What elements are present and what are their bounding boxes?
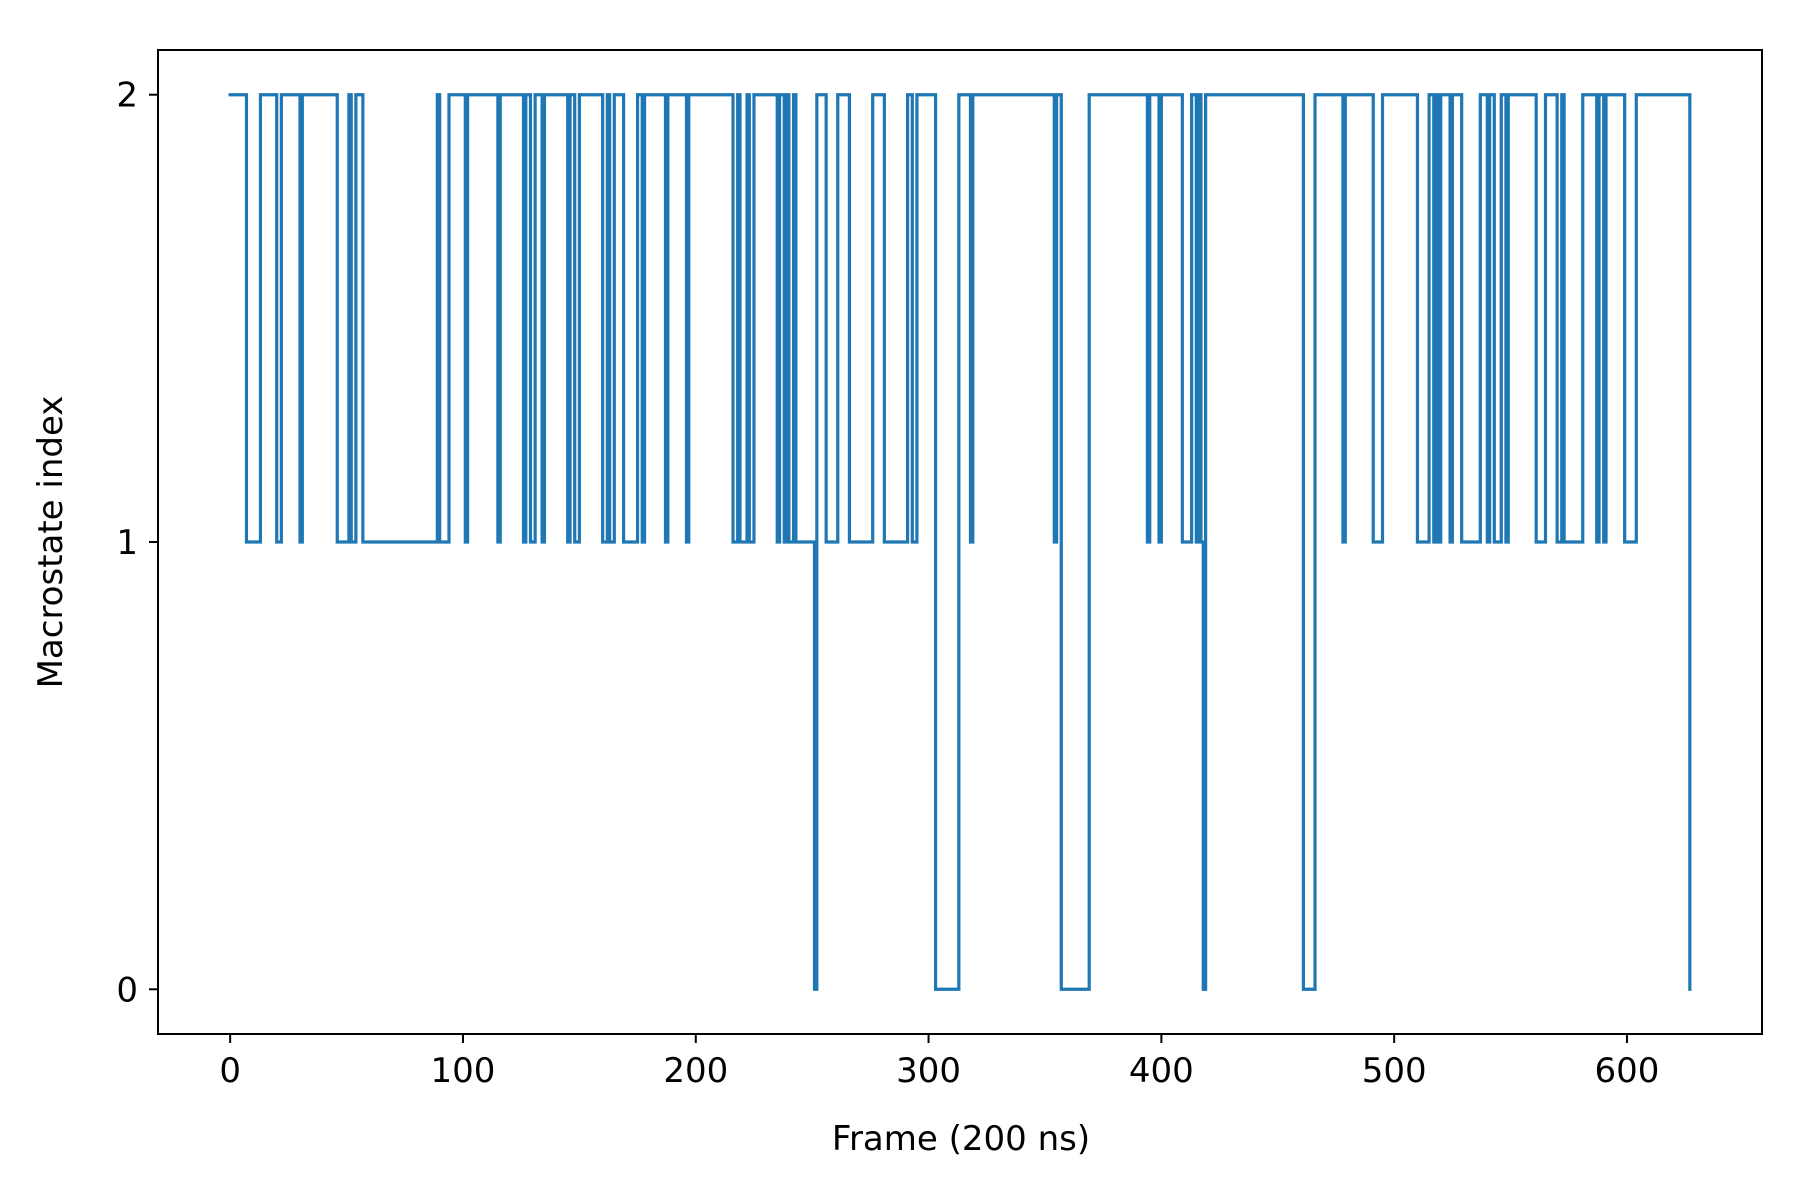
x-axis-label: Frame (200 ns) [832,1119,1090,1159]
axes: 0 100 200 300 400 500 600 0 1 2 [116,49,1763,1091]
y-axis-label: Macrostate index [31,396,71,689]
x-tick-label: 400 [1129,1051,1194,1091]
x-tick-label: 100 [431,1051,496,1091]
y-tick-label: 1 [116,523,138,563]
series-line-0 [228,93,1692,991]
x-tick-label: 500 [1362,1051,1427,1091]
x-tick-label: 200 [663,1051,728,1091]
y-tick-label: 0 [116,970,138,1010]
y-tick-label: 2 [116,76,138,116]
x-tick-label: 300 [896,1051,961,1091]
x-tick-label: 600 [1595,1051,1660,1091]
plot-area [228,93,1692,991]
x-tick-label: 0 [219,1051,241,1091]
